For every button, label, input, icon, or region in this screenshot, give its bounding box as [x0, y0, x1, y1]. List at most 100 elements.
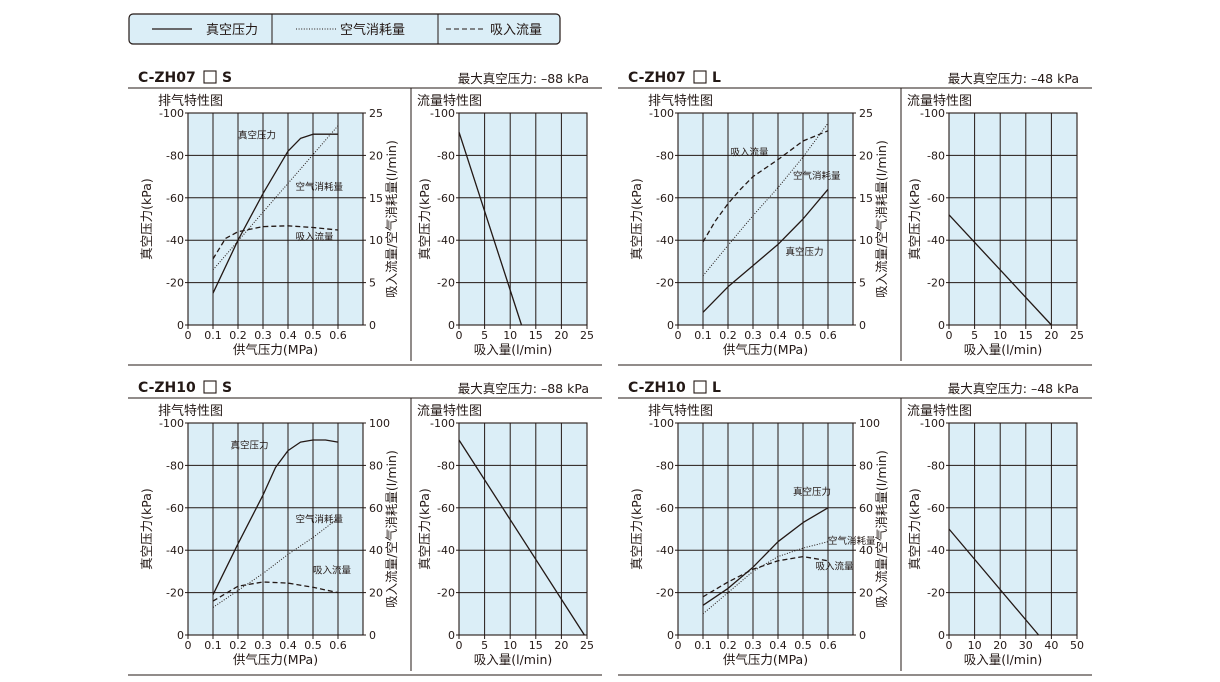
series-line-solid: [458, 439, 585, 636]
series-label-solid: 真空压力: [231, 439, 269, 451]
y-tick-label-left: -20: [927, 277, 945, 290]
chart-title: 流量特性图: [417, 94, 482, 109]
y-tick-label-left: 0: [938, 319, 945, 332]
y-tick-label-right: 15: [859, 192, 873, 205]
series-line-solid: [212, 133, 338, 294]
x-tick-label: 0.6: [329, 329, 347, 342]
x-tick-label: 5: [971, 329, 978, 342]
series-label-dotted: 空气消耗量: [793, 170, 841, 182]
variant-suffix: S: [222, 70, 232, 86]
y-tick-label-left: -60: [166, 502, 184, 515]
y-tick-label-left: -40: [166, 234, 184, 247]
variant-box-symbol: [693, 70, 707, 84]
variant-box-symbol: [693, 380, 707, 394]
y-tick-label-left: 0: [177, 629, 184, 642]
y-tick-label-left: -60: [437, 192, 455, 205]
y-axis-label-right: 吸入流量/空气消耗量(l/min): [874, 140, 889, 298]
x-tick-label: 10: [503, 329, 517, 342]
x-tick-label: 0.5: [304, 329, 322, 342]
y-tick-label-right: 80: [859, 459, 873, 472]
y-tick-label-left: -100: [649, 417, 674, 430]
x-tick-label: 0: [946, 329, 953, 342]
y-tick-label-left: -100: [159, 107, 184, 120]
y-tick-label-right: 25: [859, 107, 873, 120]
series-label-dashed: 吸入流量: [816, 560, 855, 572]
y-tick-label-left: -20: [437, 587, 455, 600]
legend-label-vacuum: 真空压力: [206, 23, 258, 38]
x-tick-label: 0.3: [744, 329, 762, 342]
chart-title: 排气特性图: [648, 403, 713, 419]
series-line-dashed: [702, 555, 829, 598]
x-tick-label: 20: [993, 639, 1007, 652]
max-vacuum-label: 最大真空压力: –48 kPa: [948, 71, 1079, 86]
y-tick-label-right: 40: [369, 544, 383, 557]
y-axis-label-right: 吸入流量/空气消耗量(l/min): [874, 450, 889, 608]
x-tick-label: 0.1: [694, 329, 712, 342]
y-tick-label-left: -60: [166, 192, 184, 205]
y-tick-label-left: -60: [656, 192, 674, 205]
panel-c-zh07-s: C-ZH07 S 最大真空压力: –88 kPa 排气特性图 0 0.1 0.2 0.3 0.4…: [128, 70, 602, 366]
max-vacuum-label: 最大真空压力: –88 kPa: [458, 71, 589, 86]
series-label-solid: 真空压力: [793, 486, 831, 498]
y-tick-label-left: -40: [437, 234, 455, 247]
plot-area: [458, 112, 588, 326]
series-line-dashed: [702, 130, 829, 243]
x-tick-label: 0.4: [279, 639, 297, 652]
y-tick-label-left: -60: [927, 192, 945, 205]
chart-title: 流量特性图: [907, 404, 972, 419]
y-tick-label-left: 0: [448, 629, 455, 642]
panel-header: C-ZH10 L 最大真空压力: –48 kPa: [618, 380, 1092, 676]
y-tick-label-left: 0: [667, 319, 674, 332]
y-tick-label-left: -100: [649, 107, 674, 120]
y-tick-label-right: 0: [859, 629, 866, 642]
x-tick-label: 20: [1044, 329, 1058, 342]
y-axis-label-right: 吸入流量/空气消耗量(l/min): [384, 450, 399, 608]
panel-header: C-ZH07 L 最大真空压力: –48 kPa: [618, 70, 1092, 366]
y-tick-label-left: -80: [927, 459, 945, 472]
variant-box-symbol: [203, 380, 217, 394]
x-tick-label: 20: [554, 329, 568, 342]
x-tick-label: 10: [993, 329, 1007, 342]
legend-label-suction-flow: 吸入流量: [490, 23, 542, 38]
y-tick-label-left: -80: [166, 149, 184, 162]
y-tick-label-left: -100: [430, 417, 455, 430]
chart-title: 排气特性图: [648, 93, 713, 109]
x-tick-label: 20: [554, 639, 568, 652]
series-line-dotted: [212, 518, 339, 608]
y-tick-label-left: -20: [927, 587, 945, 600]
series-label-dotted: 空气消耗量: [296, 181, 344, 193]
y-axis-label-left: 真空压力(kPa): [907, 488, 922, 570]
legend-box: [128, 13, 561, 45]
series-label-solid: 真空压力: [786, 246, 824, 258]
y-tick-label-left: 0: [938, 629, 945, 642]
y-axis-label-left: 真空压力(kPa): [139, 178, 154, 260]
x-tick-label: 0: [946, 639, 953, 652]
series-line-solid: [702, 507, 829, 606]
chart-title: 排气特性图: [158, 93, 223, 109]
y-tick-label-right: 0: [859, 319, 866, 332]
x-axis-label: 吸入量(l/min): [964, 652, 1043, 667]
x-tick-label: 0.3: [254, 329, 272, 342]
series-line-dashed: [212, 581, 339, 602]
x-tick-label: 0.1: [204, 329, 222, 342]
x-tick-label: 0: [185, 329, 192, 342]
y-tick-label-right: 10: [859, 234, 873, 247]
y-tick-label-left: -80: [166, 459, 184, 472]
y-tick-label-left: -20: [166, 587, 184, 600]
x-tick-label: 15: [529, 329, 543, 342]
series-label-dotted: 空气消耗量: [296, 514, 344, 526]
y-tick-label-left: 0: [177, 319, 184, 332]
y-tick-label-left: -20: [437, 277, 455, 290]
plot-area: [948, 422, 1078, 636]
x-tick-label: 0: [456, 329, 463, 342]
series-line-solid: [212, 439, 339, 595]
x-tick-label: 25: [580, 329, 594, 342]
x-tick-label: 10: [968, 639, 982, 652]
y-tick-label-left: -40: [927, 544, 945, 557]
series-line-solid: [948, 214, 1052, 326]
y-axis-label-left: 真空压力(kPa): [139, 488, 154, 570]
y-axis-label-left: 真空压力(kPa): [629, 488, 644, 570]
